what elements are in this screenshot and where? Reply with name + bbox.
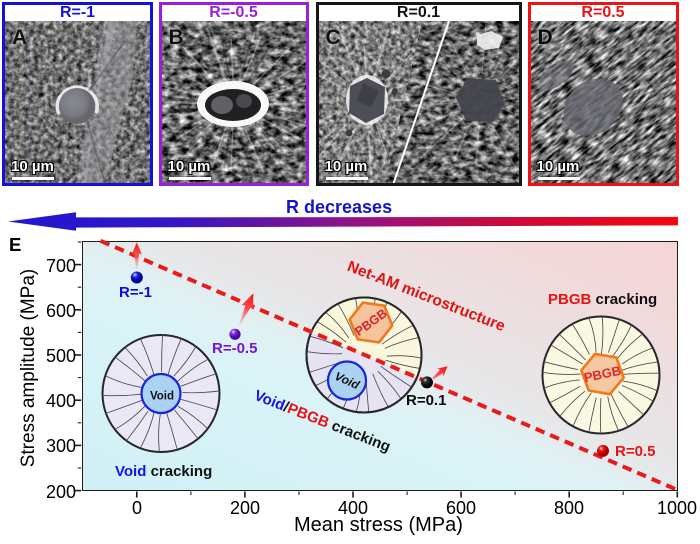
svg-text:Void: Void <box>150 391 174 403</box>
